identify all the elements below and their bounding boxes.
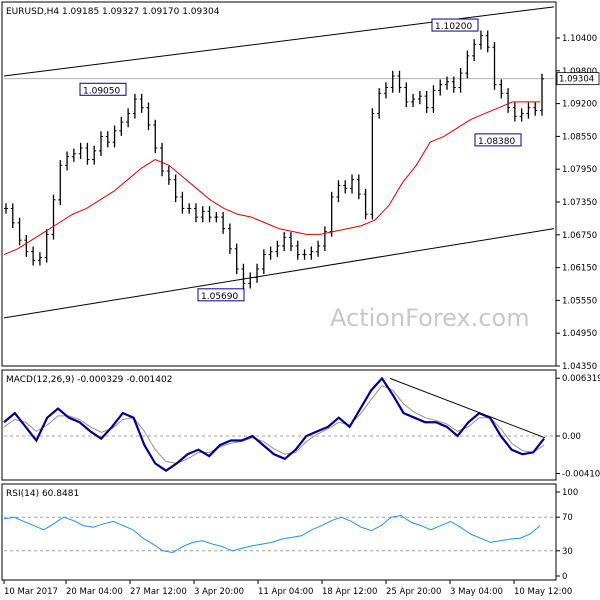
rsi-y-tick-label: 100 bbox=[562, 488, 578, 498]
price-layer: 1.09050 1.05690 1.10200 1.08380 bbox=[3, 6, 555, 319]
x-tick-label: 27 Mar 12:00 bbox=[130, 587, 187, 597]
price-y-tick-label: 1.06150 bbox=[562, 264, 597, 274]
price-annotation-label: 1.10200 bbox=[435, 22, 472, 32]
rsi-line bbox=[3, 514, 541, 554]
rsi-y-tick-label: 70 bbox=[562, 513, 573, 523]
moving-average-line bbox=[3, 101, 540, 256]
price-panel-frame bbox=[1, 1, 557, 367]
price-annotation-label: 1.09050 bbox=[83, 86, 120, 96]
lower-channel-line bbox=[3, 228, 555, 319]
price-annotation-box bbox=[474, 133, 522, 147]
macd-panel-frame bbox=[1, 369, 557, 481]
x-tick-label: 11 Apr 04:00 bbox=[258, 587, 313, 597]
axis-layer: 1.10400 1.09800 1.09200 1.08550 1.07950 1.073… bbox=[3, 34, 600, 597]
x-tick-label: 3 May 04:00 bbox=[450, 587, 503, 597]
price-y-tick-label: 1.04950 bbox=[562, 329, 597, 339]
x-tick-label: 10 Mar 2017 bbox=[4, 587, 58, 597]
last-price-box bbox=[556, 72, 600, 86]
rsi-layer bbox=[3, 514, 554, 554]
x-tick-label: 18 Apr 12:00 bbox=[322, 587, 377, 597]
rsi-title: RSI(14) 60.8481 bbox=[6, 489, 79, 499]
price-y-tick-label: 1.05550 bbox=[562, 296, 597, 306]
x-tick-label: 25 Apr 20:00 bbox=[386, 587, 441, 597]
x-tick-label: 20 Mar 04:00 bbox=[66, 587, 123, 597]
macd-layer bbox=[3, 376, 554, 473]
price-annotation-label: 1.08380 bbox=[478, 137, 515, 147]
watermark: ActionForex.com bbox=[330, 304, 530, 332]
price-y-tick-label: 1.04350 bbox=[562, 362, 597, 372]
price-y-tick-label: 1.09200 bbox=[562, 100, 597, 110]
upper-channel-line bbox=[3, 6, 555, 77]
price-y-tick-label: 1.10400 bbox=[562, 34, 597, 44]
macd-y-tick-label: -0.004102 bbox=[562, 469, 600, 479]
macd-signal-line bbox=[3, 385, 545, 464]
macd-y-tick-label: 0.006319 bbox=[562, 374, 600, 384]
price-y-tick-label: 1.07350 bbox=[562, 198, 597, 208]
macd-title: MACD(12,26,9) -0.000329 -0.001402 bbox=[6, 375, 172, 385]
last-price-label: 1.09304 bbox=[559, 75, 594, 85]
macd-line bbox=[3, 376, 545, 473]
x-tick-label: 10 May 12:00 bbox=[514, 587, 572, 597]
price-y-tick-label: 1.06750 bbox=[562, 231, 597, 241]
rsi-panel-frame bbox=[1, 483, 557, 581]
price-y-tick-label: 1.08550 bbox=[562, 132, 597, 142]
price-annotation-box bbox=[197, 288, 245, 302]
price-annotation-box bbox=[79, 82, 127, 96]
rsi-y-tick-label: 30 bbox=[562, 547, 573, 557]
price-y-tick-label: 1.07950 bbox=[562, 165, 597, 175]
macd-y-tick-label: 0.00 bbox=[562, 432, 581, 442]
price-annotation-box bbox=[431, 18, 479, 32]
rsi-y-tick-label: 0 bbox=[562, 572, 567, 582]
x-tick-label: 3 Apr 20:00 bbox=[194, 587, 244, 597]
price-annotation-label: 1.05690 bbox=[201, 292, 238, 302]
macd-trendline bbox=[389, 377, 546, 439]
price-y-tick-label: 1.09800 bbox=[562, 67, 597, 77]
price-title: EURUSD,H4 1.09185 1.09327 1.09170 1.0930… bbox=[6, 7, 220, 17]
